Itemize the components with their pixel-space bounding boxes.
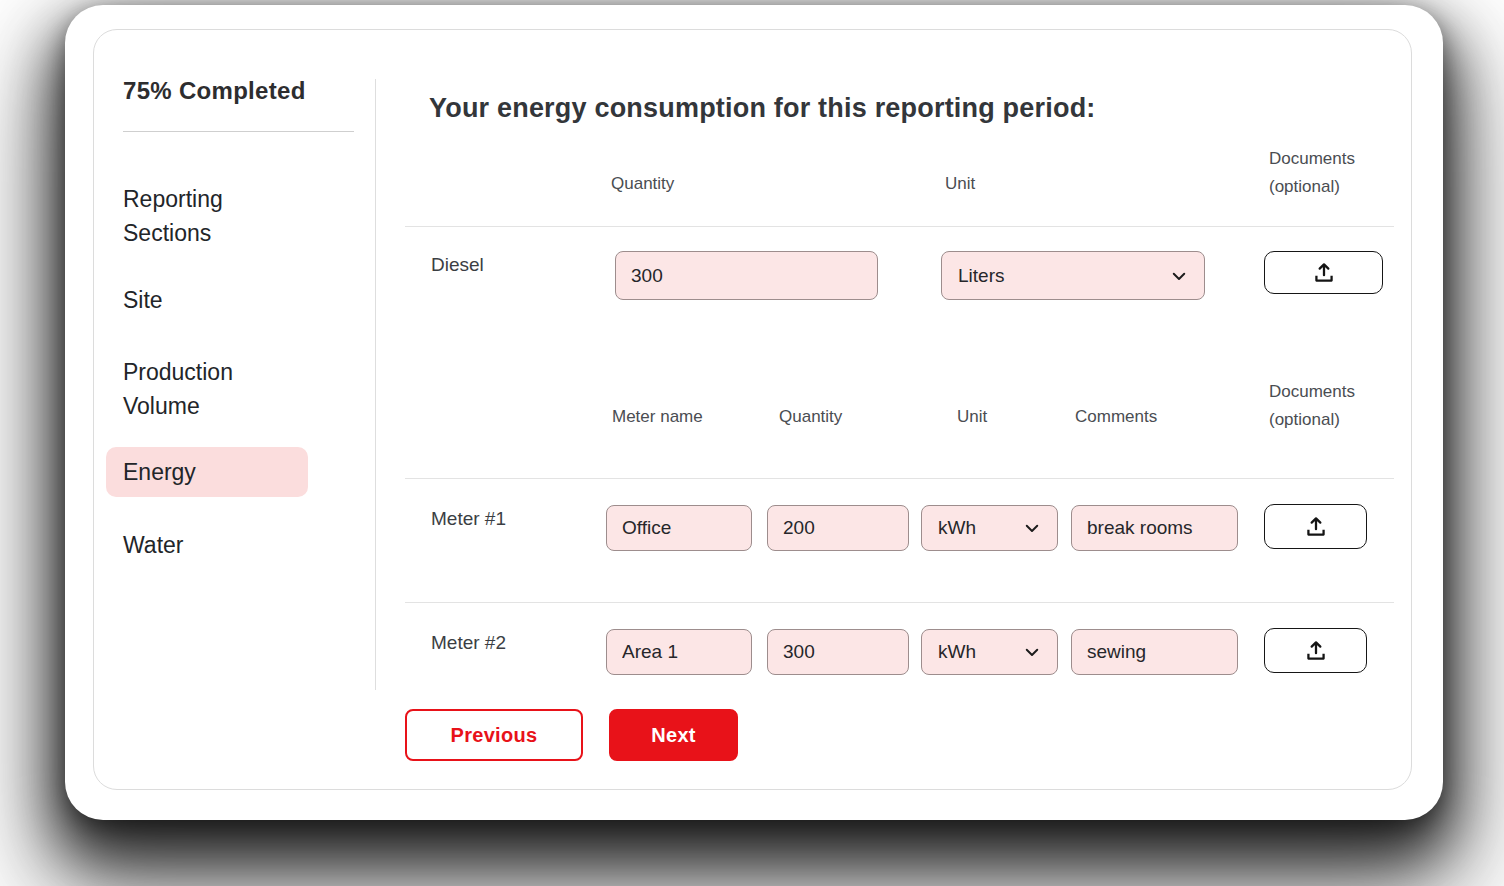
- sidebar-item-site[interactable]: Site: [123, 283, 313, 317]
- row-divider: [405, 226, 1394, 227]
- sidebar-item-reporting-sections[interactable]: Reporting Sections: [123, 182, 313, 250]
- meter-header-comments: Comments: [1075, 407, 1157, 427]
- diesel-row-label: Diesel: [431, 254, 484, 276]
- sidebar-item-water[interactable]: Water: [123, 528, 313, 562]
- row-divider: [405, 478, 1394, 479]
- sidebar-divider: [375, 79, 376, 690]
- meter2-unit-select[interactable]: kWh: [921, 629, 1058, 675]
- chevron-down-icon: [1023, 643, 1041, 661]
- meter-header-documents: Documents (optional): [1269, 378, 1355, 434]
- row-divider: [405, 602, 1394, 603]
- meter-header-unit: Unit: [957, 407, 987, 427]
- meter1-unit-value: kWh: [938, 517, 976, 539]
- upload-icon: [1303, 638, 1329, 664]
- diesel-upload-button[interactable]: [1264, 251, 1383, 294]
- upload-icon: [1303, 514, 1329, 540]
- meter-row-label: Meter #1: [431, 508, 506, 530]
- diesel-quantity-input[interactable]: [615, 251, 878, 300]
- meter1-quantity-input[interactable]: [767, 505, 909, 551]
- sidebar-item-production-volume[interactable]: Production Volume: [123, 355, 313, 423]
- chevron-down-icon: [1170, 267, 1188, 285]
- meter-row-label: Meter #2: [431, 632, 506, 654]
- next-button[interactable]: Next: [609, 709, 738, 761]
- diesel-unit-select[interactable]: Liters: [941, 251, 1205, 300]
- meter2-upload-button[interactable]: [1264, 628, 1367, 673]
- meter2-comments-input[interactable]: [1071, 629, 1238, 675]
- previous-button[interactable]: Previous: [405, 709, 583, 761]
- progress-divider: [123, 131, 354, 132]
- meter-header-quantity: Quantity: [779, 407, 842, 427]
- page-title: Your energy consumption for this reporti…: [429, 93, 1096, 124]
- meter2-unit-value: kWh: [938, 641, 976, 663]
- meter1-name-input[interactable]: [606, 505, 752, 551]
- fuel-header-quantity: Quantity: [611, 174, 674, 194]
- meter1-upload-button[interactable]: [1264, 504, 1367, 549]
- sidebar-item-energy[interactable]: Energy: [106, 447, 308, 497]
- meter2-name-input[interactable]: [606, 629, 752, 675]
- meter1-unit-select[interactable]: kWh: [921, 505, 1058, 551]
- upload-icon: [1311, 260, 1337, 286]
- content-panel: 75% Completed Reporting Sections Site Pr…: [93, 29, 1412, 790]
- meter1-comments-input[interactable]: [1071, 505, 1238, 551]
- meter-header-name: Meter name: [612, 407, 703, 427]
- diesel-unit-value: Liters: [958, 265, 1004, 287]
- progress-label: 75% Completed: [123, 77, 306, 105]
- chevron-down-icon: [1023, 519, 1041, 537]
- app-card: 75% Completed Reporting Sections Site Pr…: [65, 5, 1443, 820]
- fuel-header-unit: Unit: [945, 174, 975, 194]
- meter2-quantity-input[interactable]: [767, 629, 909, 675]
- fuel-header-documents: Documents (optional): [1269, 145, 1355, 201]
